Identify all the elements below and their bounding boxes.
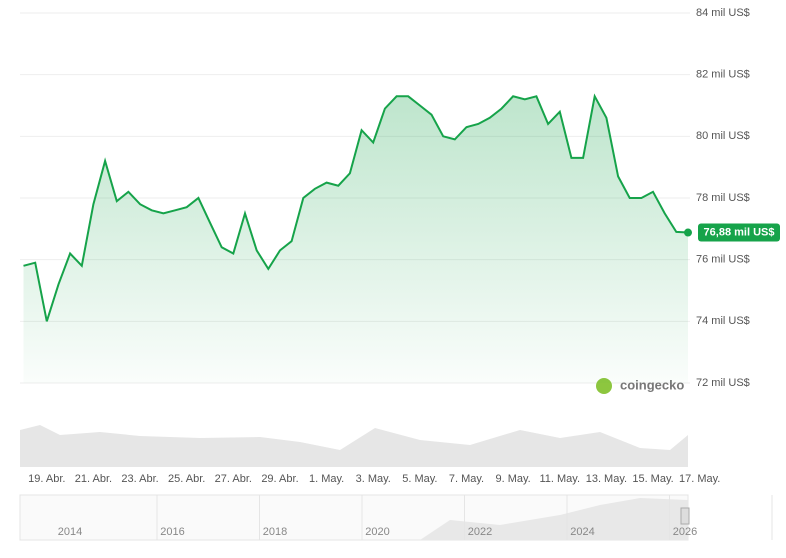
x-tick-label: 21. Abr. [75,473,112,485]
y-tick-label: 78 mil US$ [696,192,750,204]
y-tick-label: 80 mil US$ [696,130,750,142]
x-tick-label: 5. May. [402,473,437,485]
navigator-label: 2026 [673,526,697,538]
x-tick-label: 9. May. [495,473,530,485]
x-tick-label: 7. May. [449,473,484,485]
x-tick-label: 11. May. [539,473,580,485]
area [23,96,689,384]
line [23,93,689,322]
navigator-label: 2024 [570,526,594,538]
x-tick-label: 17. May. [679,473,720,485]
last-point [684,228,692,237]
navigator-area [420,498,688,540]
x-tick-label: 25. Abr. [168,473,205,485]
y-tick-label: 82 mil US$ [696,69,750,81]
x-tick-label: 3. May. [356,473,391,485]
x-tick-label: 29. Abr. [261,473,298,485]
x-tick-label: 19. Abr. [28,473,65,485]
navigator-label: 2018 [263,526,287,538]
navigator-label: 2016 [160,526,184,538]
navigator-label: 2022 [468,526,492,538]
x-tick-label: 27. Abr. [215,473,252,485]
y-tick-label: 76 mil US$ [696,254,750,266]
x-tick-label: 1. May. [309,473,344,485]
navigator-label: 2014 [58,526,82,538]
x-tick-label: 15. May. [632,473,673,485]
volume-area [20,425,688,467]
x-tick-label: 13. May. [586,473,627,485]
navigator-handle[interactable] [680,507,690,525]
y-tick-label: 74 mil US$ [696,315,750,327]
navigator-label: 2020 [365,526,389,538]
y-tick-label: 84 mil US$ [696,7,750,19]
y-tick-label: 72 mil US$ [696,377,750,389]
last-label-bg [698,223,780,242]
x-tick-label: 23. Abr. [121,473,158,485]
last-label: 76,88 mil US$ [704,226,775,238]
